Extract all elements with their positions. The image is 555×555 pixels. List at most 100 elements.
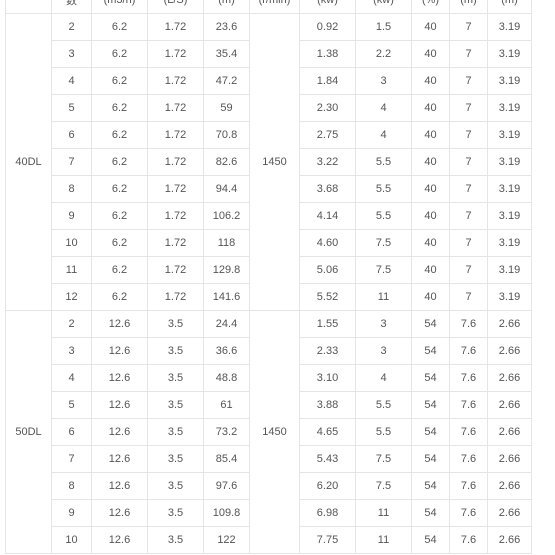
cell-m3h: 6.2 [92, 284, 148, 311]
cell-mb: 3.19 [488, 41, 532, 68]
cell-pct: 40 [412, 284, 450, 311]
cell-stage: 3 [52, 338, 92, 365]
cell-ma: 7 [450, 14, 488, 41]
col-header: (m) [450, 0, 488, 14]
cell-kw1: 1.38 [300, 41, 356, 68]
cell-head: 35.4 [204, 41, 250, 68]
cell-stage: 5 [52, 95, 92, 122]
cell-stage: 9 [52, 500, 92, 527]
cell-mb: 2.66 [488, 473, 532, 500]
cell-kw2: 4 [356, 95, 412, 122]
cell-stage: 6 [52, 122, 92, 149]
cell-ma: 7 [450, 284, 488, 311]
cell-kw1: 4.65 [300, 419, 356, 446]
page: 数 (m3/h) (L/S) (m) (r/min) (kw) (kw) (%)… [0, 0, 555, 555]
cell-ma: 7 [450, 176, 488, 203]
cell-stage: 3 [52, 41, 92, 68]
cell-ma: 7.6 [450, 500, 488, 527]
cell-m3h: 12.6 [92, 311, 148, 338]
cell-ma: 7.6 [450, 392, 488, 419]
cell-pct: 40 [412, 149, 450, 176]
cell-ls: 1.72 [148, 41, 204, 68]
cell-ma: 7.6 [450, 311, 488, 338]
col-header: (kw) [300, 0, 356, 14]
cell-stage: 2 [52, 14, 92, 41]
cell-stage: 7 [52, 446, 92, 473]
cell-stage: 11 [52, 257, 92, 284]
cell-mb: 2.66 [488, 446, 532, 473]
cell-ma: 7 [450, 230, 488, 257]
cell-kw2: 5.5 [356, 149, 412, 176]
cell-kw1: 4.60 [300, 230, 356, 257]
cell-stage: 4 [52, 365, 92, 392]
cell-mb: 2.66 [488, 419, 532, 446]
col-header: 数 [52, 0, 92, 14]
header-row-units: 数 (m3/h) (L/S) (m) (r/min) (kw) (kw) (%)… [6, 0, 532, 14]
cell-m3h: 6.2 [92, 149, 148, 176]
cell-head: 97.6 [204, 473, 250, 500]
table-row: 50DL212.63.524.414501.553547.62.66 [6, 311, 532, 338]
cell-kw1: 1.84 [300, 68, 356, 95]
cell-mb: 3.19 [488, 122, 532, 149]
cell-ls: 1.72 [148, 284, 204, 311]
cell-ls: 1.72 [148, 230, 204, 257]
cell-m3h: 6.2 [92, 203, 148, 230]
cell-kw2: 4 [356, 365, 412, 392]
cell-model: 50DL [6, 311, 52, 554]
cell-m3h: 12.6 [92, 338, 148, 365]
cell-m3h: 6.2 [92, 230, 148, 257]
cell-m3h: 6.2 [92, 14, 148, 41]
cell-mb: 3.19 [488, 203, 532, 230]
cell-ma: 7.6 [450, 527, 488, 554]
cell-m3h: 12.6 [92, 365, 148, 392]
cell-pct: 40 [412, 14, 450, 41]
cell-kw2: 2.2 [356, 41, 412, 68]
cell-model: 40DL [6, 14, 52, 311]
cell-pct: 40 [412, 41, 450, 68]
cell-head: 122 [204, 527, 250, 554]
cell-m3h: 12.6 [92, 446, 148, 473]
cell-kw2: 5.5 [356, 176, 412, 203]
cell-mb: 2.66 [488, 500, 532, 527]
cell-ls: 3.5 [148, 338, 204, 365]
cell-ma: 7 [450, 95, 488, 122]
cell-pct: 40 [412, 122, 450, 149]
cell-kw1: 3.22 [300, 149, 356, 176]
cell-rpm: 1450 [250, 311, 300, 554]
cell-mb: 3.19 [488, 68, 532, 95]
cell-mb: 2.66 [488, 527, 532, 554]
cell-stage: 8 [52, 473, 92, 500]
cell-pct: 40 [412, 68, 450, 95]
cell-stage: 7 [52, 149, 92, 176]
cell-kw2: 11 [356, 527, 412, 554]
cell-ma: 7.6 [450, 446, 488, 473]
cell-kw2: 4 [356, 122, 412, 149]
cell-stage: 10 [52, 527, 92, 554]
cell-ls: 3.5 [148, 311, 204, 338]
col-header: (m) [204, 0, 250, 14]
cell-kw1: 7.75 [300, 527, 356, 554]
cell-pct: 54 [412, 473, 450, 500]
cell-kw2: 5.5 [356, 203, 412, 230]
cell-head: 106.2 [204, 203, 250, 230]
cell-head: 48.8 [204, 365, 250, 392]
cell-ls: 1.72 [148, 203, 204, 230]
cell-kw2: 5.5 [356, 392, 412, 419]
cell-kw2: 7.5 [356, 230, 412, 257]
cell-m3h: 12.6 [92, 419, 148, 446]
cell-head: 23.6 [204, 14, 250, 41]
table-body: 40DL26.21.7223.614500.921.54073.1936.21.… [6, 14, 532, 554]
cell-kw1: 2.33 [300, 338, 356, 365]
cell-rpm: 1450 [250, 14, 300, 311]
cell-head: 94.4 [204, 176, 250, 203]
cell-m3h: 12.6 [92, 473, 148, 500]
cell-ls: 3.5 [148, 446, 204, 473]
cell-ma: 7 [450, 122, 488, 149]
cell-mb: 3.19 [488, 149, 532, 176]
cell-ma: 7.6 [450, 419, 488, 446]
cell-m3h: 6.2 [92, 41, 148, 68]
cell-ls: 3.5 [148, 419, 204, 446]
cell-mb: 3.19 [488, 284, 532, 311]
cell-kw1: 3.88 [300, 392, 356, 419]
cell-mb: 3.19 [488, 257, 532, 284]
